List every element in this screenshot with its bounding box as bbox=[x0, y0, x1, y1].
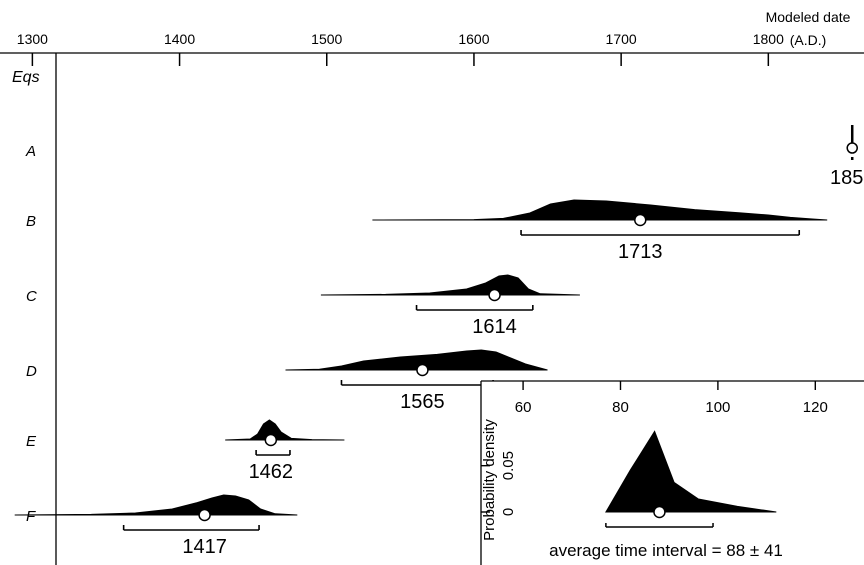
event-density bbox=[372, 199, 828, 221]
event-label: C bbox=[26, 288, 37, 305]
event-mean-marker bbox=[488, 288, 501, 302]
top-axis-tick-label: 1700 bbox=[606, 31, 637, 47]
event-row-b: B 1713 bbox=[26, 199, 828, 263]
event-mean-marker bbox=[416, 363, 429, 377]
top-axis-tick-label: 1300 bbox=[17, 31, 48, 47]
event-density bbox=[225, 419, 345, 441]
event-label: E bbox=[26, 433, 37, 450]
event-label: B bbox=[26, 213, 36, 230]
inset-background bbox=[481, 381, 864, 565]
inset-caption: average time interval = 88 ± 41 bbox=[549, 541, 783, 560]
event-mean-label: 1462 bbox=[249, 461, 294, 483]
inset-x-axis: 60 80 100 120 bbox=[515, 381, 828, 416]
event-row-c: C 1614 bbox=[26, 274, 580, 338]
event-label: A bbox=[25, 143, 36, 160]
inset-mean-marker bbox=[653, 505, 666, 519]
inset-y-axis: 00.05 bbox=[481, 451, 517, 516]
inset-x-tick-label: 60 bbox=[515, 399, 532, 416]
axis-title: Modeled date bbox=[766, 9, 851, 25]
event-mean-marker bbox=[198, 508, 211, 522]
event-row-f: F 1417 bbox=[14, 494, 298, 558]
event-label: D bbox=[26, 363, 37, 380]
inset-x-tick-label: 100 bbox=[705, 399, 730, 416]
inset-density-area bbox=[605, 430, 777, 513]
top-axis-tick-label: 1600 bbox=[458, 31, 489, 47]
event-mean-label: 1713 bbox=[618, 241, 663, 263]
event-row-d: D 1565 bbox=[26, 349, 548, 413]
row-header-eqs: Eqs bbox=[12, 69, 40, 86]
event-mean-label: 1417 bbox=[182, 536, 227, 558]
event-mean-marker bbox=[846, 142, 858, 154]
event-density bbox=[320, 274, 580, 296]
inset-interval-chart: Probability density 60 80 100 120 00.05 ave… bbox=[480, 380, 864, 565]
top-axis-tick-label: 1400 bbox=[164, 31, 195, 47]
inset-y-axis-label: Probability density bbox=[481, 419, 498, 541]
inset-x-tick-label: 80 bbox=[612, 399, 629, 416]
event-mean-marker bbox=[634, 213, 647, 227]
event-density bbox=[285, 349, 548, 371]
event-mean-label: 1614 bbox=[472, 316, 517, 338]
inset-y-tick-label: 0.05 bbox=[500, 451, 517, 480]
inset-y-tick-label: 0 bbox=[500, 508, 517, 516]
event-mean-label: 1565 bbox=[400, 391, 445, 413]
event-density bbox=[14, 494, 298, 516]
event-row-a: A 1857 bbox=[25, 125, 864, 189]
axis-unit: (A.D.) bbox=[790, 32, 827, 48]
event-label: F bbox=[26, 508, 36, 525]
inset-x-tick-label: 120 bbox=[803, 399, 828, 416]
event-row-e: E 1462 bbox=[26, 419, 345, 483]
top-date-axis: 1300 1400 1500 1600 1700 1800 bbox=[0, 31, 864, 66]
top-axis-tick-label: 1500 bbox=[311, 31, 342, 47]
event-rows: A 1857 B 1713 C 1614 D 1565 E 1462 F 1417 bbox=[14, 125, 864, 558]
top-axis-tick-label: 1800 bbox=[753, 31, 784, 47]
event-mean-marker bbox=[264, 433, 278, 447]
event-mean-label: 1857 bbox=[830, 167, 864, 189]
inset-density bbox=[605, 430, 777, 528]
